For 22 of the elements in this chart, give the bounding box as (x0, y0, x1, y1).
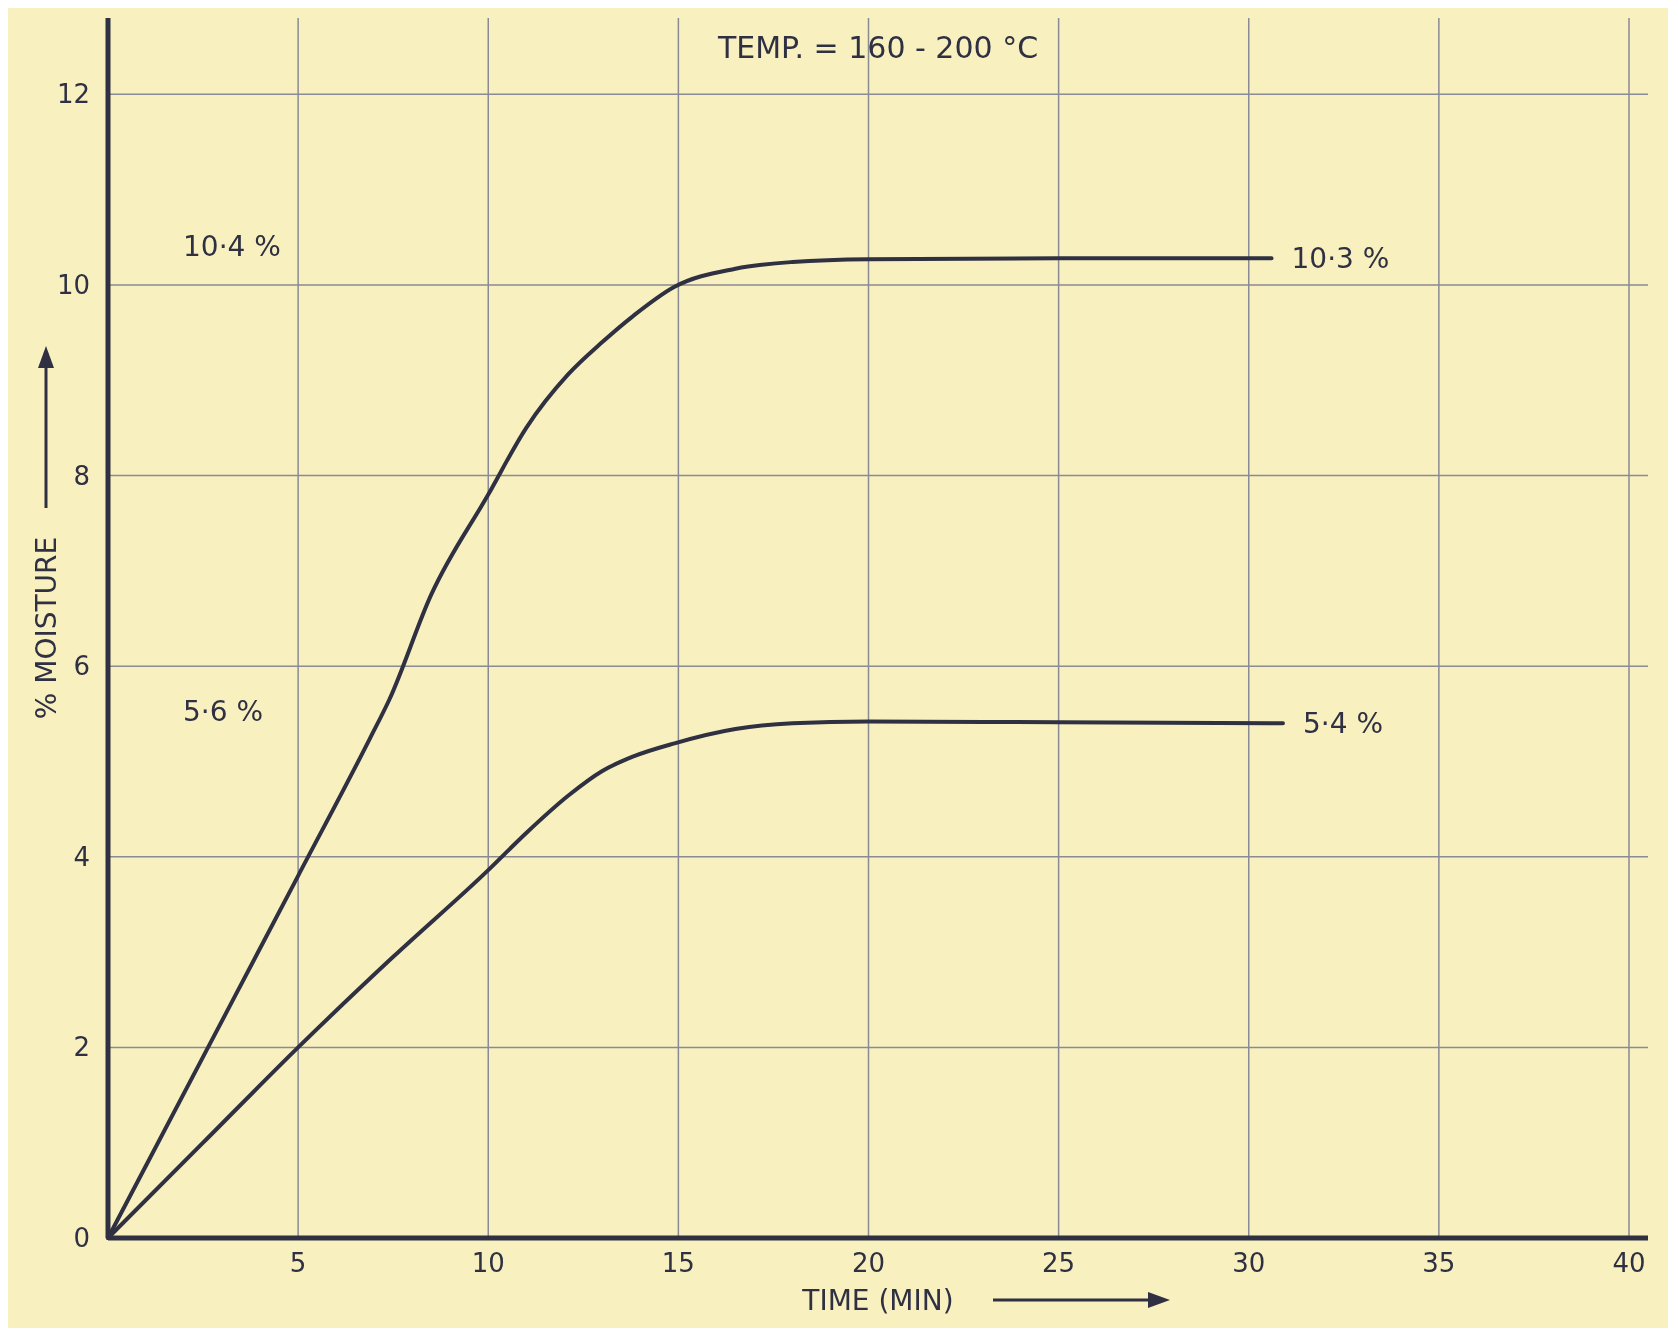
x-tick-label: 30 (1232, 1248, 1266, 1278)
y-tick-label: 10 (56, 269, 90, 300)
y-tick-label: 12 (56, 79, 90, 110)
y-tick-label: 8 (73, 460, 90, 491)
x-tick-label: 5 (289, 1248, 307, 1278)
annotation: 10·3 % (1291, 241, 1390, 275)
annotation: 10·4 % (183, 229, 281, 263)
chart-title: TEMP. = 160 - 200 °C (716, 30, 1039, 65)
y-axis-title: % MOISTURE (29, 536, 63, 720)
x-axis-title: TIME (MIN) (801, 1284, 954, 1317)
y-tick-label: 6 (73, 651, 90, 682)
x-tick-label: 25 (1042, 1248, 1076, 1278)
x-tick-label: 15 (661, 1248, 695, 1278)
y-tick-label: 4 (73, 841, 90, 872)
x-tick-label: 20 (851, 1248, 886, 1278)
x-tick-label: 40 (1612, 1248, 1646, 1278)
y-tick-label: 2 (73, 1032, 90, 1063)
x-tick-label: 10 (471, 1248, 505, 1278)
annotation: 5·4 % (1302, 707, 1384, 741)
annotation: 5·6 % (183, 695, 264, 729)
x-tick-label: 35 (1422, 1248, 1456, 1278)
y-tick-label: 0 (73, 1223, 90, 1254)
